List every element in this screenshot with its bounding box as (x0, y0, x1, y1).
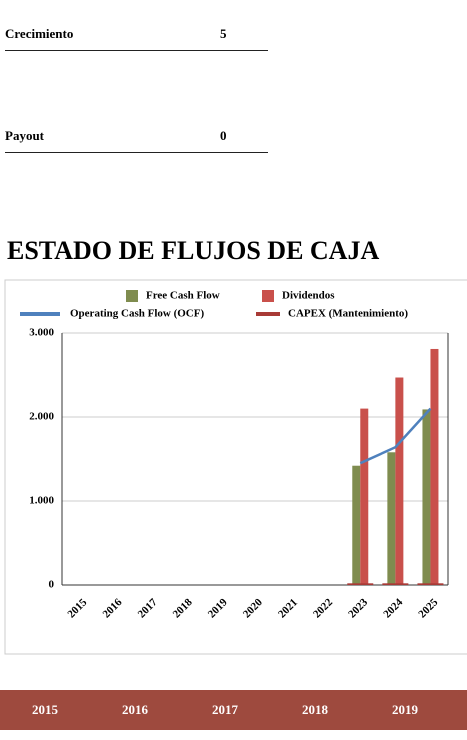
line (359, 407, 432, 465)
table-header: 2015 2016 2017 2018 2019 2020 (0, 690, 467, 730)
section-title: ESTADO DE FLUJOS DE CAJA (7, 236, 380, 265)
legend-label: Operating Cash Flow (OCF) (70, 308, 204, 320)
y-tick-label: 1.000 (29, 495, 54, 507)
legend-label: CAPEX (Mantenimiento) (288, 308, 408, 320)
metric-label: Payout (5, 128, 44, 143)
y-tick-label: 0 (49, 579, 55, 591)
metric-value: 5 (220, 26, 227, 41)
bar (417, 583, 444, 585)
legend-swatch (126, 290, 138, 302)
table-header-cell: 2015 (32, 702, 58, 717)
y-tick-label: 3.000 (29, 327, 54, 339)
metric-row: Payout 0 (5, 128, 268, 153)
legend-swatch (256, 312, 280, 316)
legend-label: Dividendos (282, 290, 335, 302)
bar (422, 409, 431, 585)
bar (395, 377, 404, 585)
table-header-cell: 2018 (302, 702, 328, 717)
metric-value: 0 (220, 128, 227, 143)
table-header-cell: 2017 (212, 702, 238, 717)
table-header-cell: 2019 (392, 702, 418, 717)
bar (387, 452, 396, 585)
legend-swatch (20, 312, 60, 316)
bar (347, 583, 374, 585)
bar (352, 465, 361, 585)
legend-swatch (262, 290, 274, 302)
bar (382, 583, 409, 585)
y-tick-label: 2.000 (29, 411, 54, 423)
legend-label: Free Cash Flow (146, 290, 220, 302)
metric-row: Crecimiento 5 (5, 26, 268, 51)
bar (360, 408, 369, 585)
metric-label: Crecimiento (5, 26, 74, 41)
table-header-cell: 2020 (450, 702, 467, 718)
bar (430, 348, 439, 585)
table-header-cell: 2016 (122, 702, 148, 717)
